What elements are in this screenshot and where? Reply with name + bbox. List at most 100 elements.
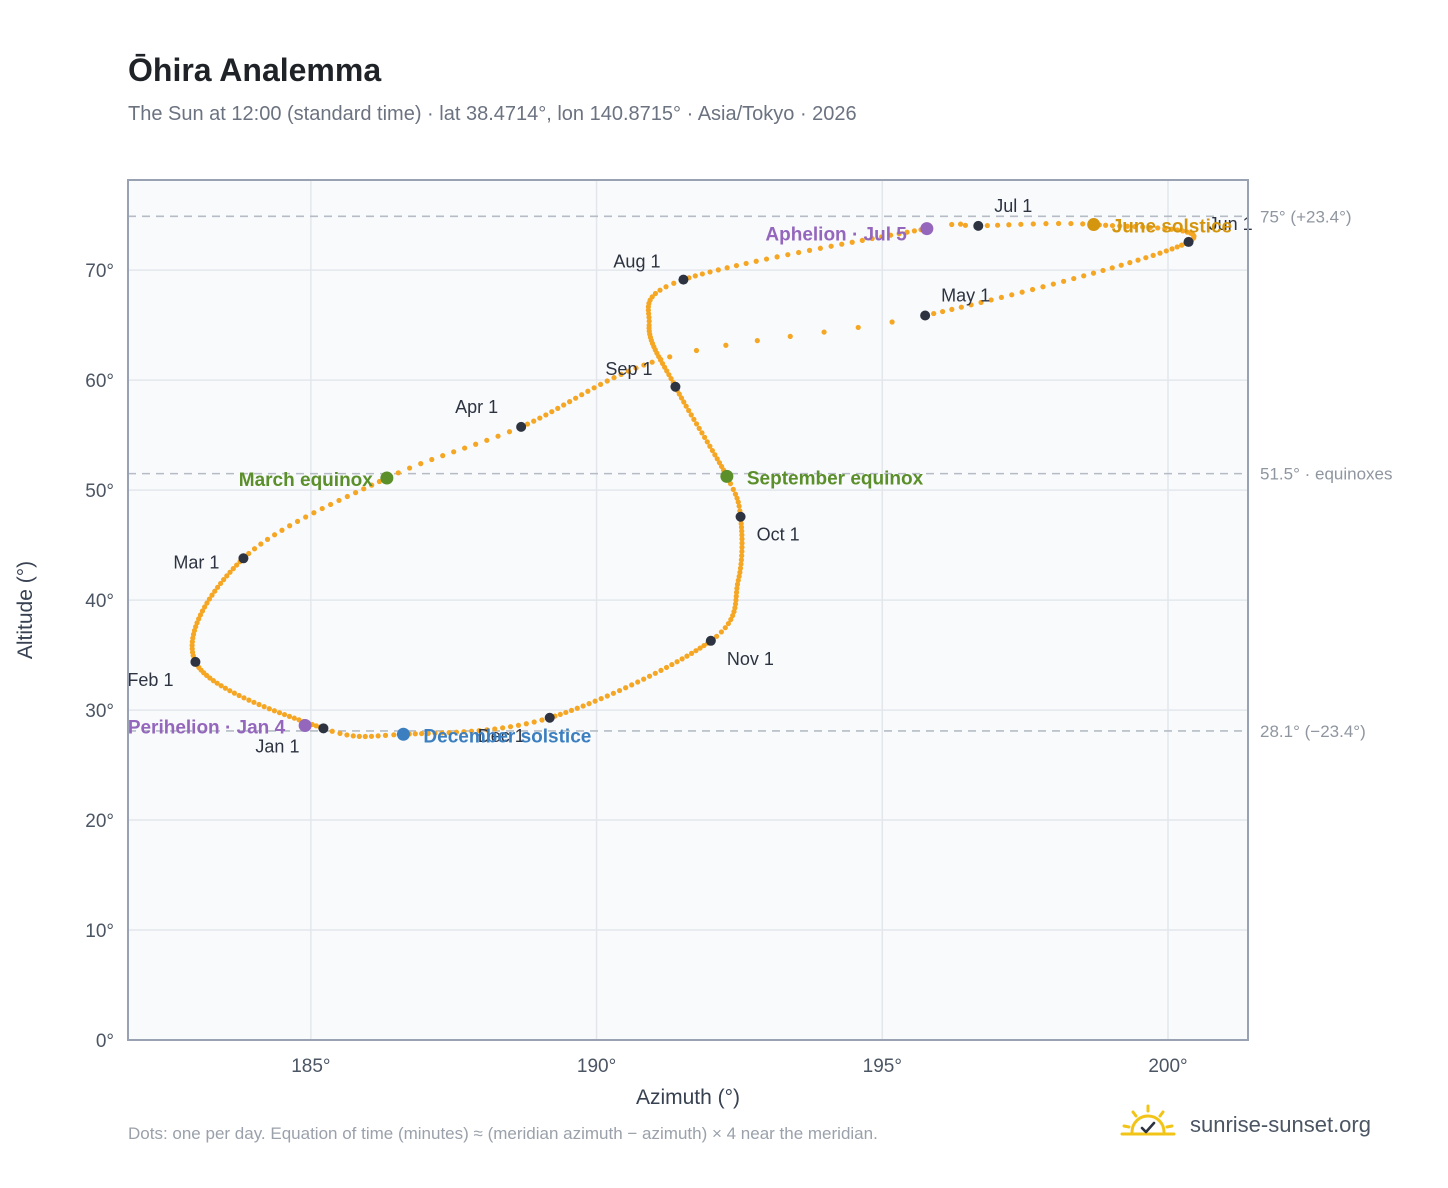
day-dot xyxy=(537,415,543,421)
day-dot xyxy=(1132,224,1138,230)
day-dot xyxy=(904,229,910,235)
day-dot xyxy=(356,733,362,739)
day-dot xyxy=(817,245,823,251)
month-marker-label: Nov 1 xyxy=(727,649,774,669)
day-dot xyxy=(227,569,233,575)
month-marker xyxy=(516,421,527,432)
day-dot xyxy=(646,673,653,679)
month-marker-label: Jun 1 xyxy=(1209,214,1253,234)
day-dot xyxy=(446,729,452,736)
event-markers: March equinox September equinox June solst… xyxy=(128,217,1232,748)
day-dot xyxy=(664,368,670,374)
day-dot xyxy=(732,491,739,497)
day-dot xyxy=(294,518,301,524)
day-dot xyxy=(978,299,984,306)
event-label: Aphelion · Jul 5 xyxy=(765,225,907,246)
day-dot xyxy=(739,548,745,555)
month-marker xyxy=(1183,236,1194,247)
month-marker xyxy=(670,381,681,392)
day-dot xyxy=(1180,228,1186,234)
day-dot xyxy=(889,319,895,325)
day-dot xyxy=(646,314,652,320)
day-dot xyxy=(734,585,740,591)
day-dot xyxy=(1006,222,1012,228)
day-dot xyxy=(743,260,749,267)
day-dot xyxy=(859,237,865,243)
day-dot xyxy=(1061,278,1067,284)
day-dot xyxy=(940,308,946,315)
day-dot xyxy=(506,429,513,435)
day-dot xyxy=(523,721,529,727)
day-dot xyxy=(896,231,902,237)
day-dot xyxy=(344,493,350,500)
x-tick-label: 190° xyxy=(577,1056,616,1077)
event-marker xyxy=(396,727,410,741)
day-dot xyxy=(712,452,718,458)
day-dot xyxy=(707,443,713,449)
day-dot xyxy=(724,265,730,271)
month-marker-label: Aug 1 xyxy=(613,252,660,272)
day-dot xyxy=(796,249,802,256)
day-dot xyxy=(1169,246,1175,252)
day-dot xyxy=(585,388,591,394)
day-dot xyxy=(362,733,368,740)
day-dot xyxy=(344,732,350,738)
day-dot xyxy=(222,685,228,691)
day-dot xyxy=(579,392,585,398)
day-dot xyxy=(495,433,501,439)
event-marker xyxy=(1087,218,1101,232)
y-tick-label: 10° xyxy=(85,921,114,942)
day-dot xyxy=(1147,224,1153,231)
day-dot xyxy=(610,690,617,696)
day-dot xyxy=(957,221,964,227)
day-dot xyxy=(1174,227,1181,233)
day-dot xyxy=(701,642,707,649)
month-marker xyxy=(318,723,329,734)
plot-frame xyxy=(127,179,1249,1041)
y-tick-label: 20° xyxy=(85,811,114,832)
day-dot xyxy=(395,470,401,476)
day-dot xyxy=(787,333,793,339)
day-dot xyxy=(376,478,382,485)
day-dot xyxy=(733,589,740,595)
day-dot xyxy=(1019,289,1025,295)
day-dot xyxy=(453,729,460,735)
day-dot xyxy=(251,699,257,705)
brand-logo[interactable]: sunrise-sunset.org xyxy=(1120,1100,1420,1150)
day-dot xyxy=(962,222,969,228)
month-marker-label: Dec 1 xyxy=(478,726,525,746)
day-dot xyxy=(597,381,604,387)
day-dot xyxy=(736,573,742,579)
day-dot xyxy=(679,656,685,662)
day-dot xyxy=(616,687,623,694)
day-dot xyxy=(204,600,210,606)
day-dot xyxy=(1050,281,1056,287)
month-marker-label: Apr 1 xyxy=(455,397,498,417)
plot-area xyxy=(128,180,1248,1040)
day-dot xyxy=(709,447,716,454)
day-dot xyxy=(202,604,208,610)
day-dot xyxy=(598,696,604,702)
day-dot xyxy=(197,612,204,618)
day-dot xyxy=(693,347,700,354)
day-dot xyxy=(681,399,687,405)
day-dot xyxy=(261,704,267,710)
day-dot xyxy=(676,391,682,397)
day-dot xyxy=(968,302,974,308)
day-dot xyxy=(730,612,736,619)
y-tick-label: 60° xyxy=(85,371,114,392)
day-dot xyxy=(666,372,672,378)
reference-line-label: 28.1° (−23.4°) xyxy=(1260,722,1366,741)
day-dot xyxy=(849,239,855,245)
day-dot xyxy=(737,565,744,571)
reference-line-label: 75° (+23.4°) xyxy=(1260,207,1352,226)
day-dot xyxy=(531,719,537,725)
x-tick-label: 185° xyxy=(291,1056,330,1077)
day-dot xyxy=(241,695,247,701)
month-marker xyxy=(678,274,689,285)
day-dot xyxy=(279,527,285,533)
day-dot xyxy=(209,592,215,598)
day-dot xyxy=(1143,255,1149,261)
day-dot xyxy=(303,514,309,520)
